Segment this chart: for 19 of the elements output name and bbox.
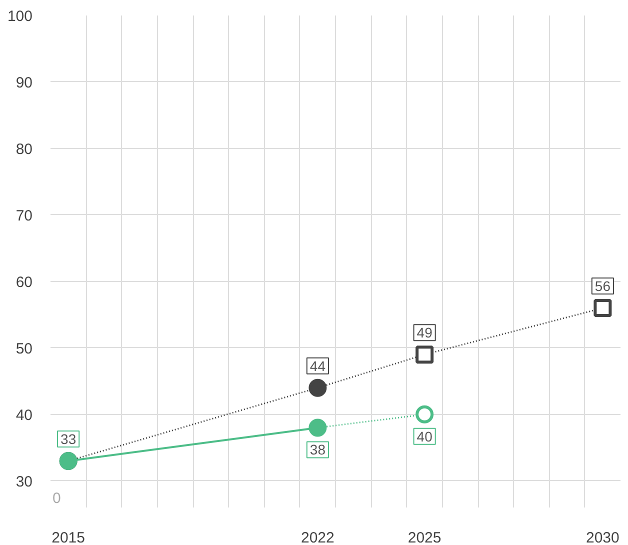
x-tick-label: 2030 <box>586 530 620 545</box>
y-tick-label: 40 <box>16 406 33 424</box>
data-label: 56 <box>594 278 611 294</box>
annotation: 0 <box>52 490 61 507</box>
x-tick-label: 2022 <box>301 530 334 545</box>
y-tick-label: 90 <box>16 74 33 92</box>
x-tick-label: 2025 <box>408 530 442 545</box>
y-tick-label: 30 <box>16 473 33 490</box>
y-tick-label: 80 <box>16 140 33 158</box>
data-label: 44 <box>310 358 326 374</box>
y-tick-label: 60 <box>16 274 33 291</box>
y-tick-label: 100 <box>7 8 33 25</box>
x-tick-label: 2015 <box>52 530 86 545</box>
data-label: 33 <box>60 430 76 447</box>
y-tick-label: 50 <box>16 340 33 358</box>
data-label: 38 <box>310 442 326 458</box>
data-label: 49 <box>416 324 433 341</box>
y-tick-label: 70 <box>16 207 33 224</box>
data-label: 40 <box>416 428 433 444</box>
